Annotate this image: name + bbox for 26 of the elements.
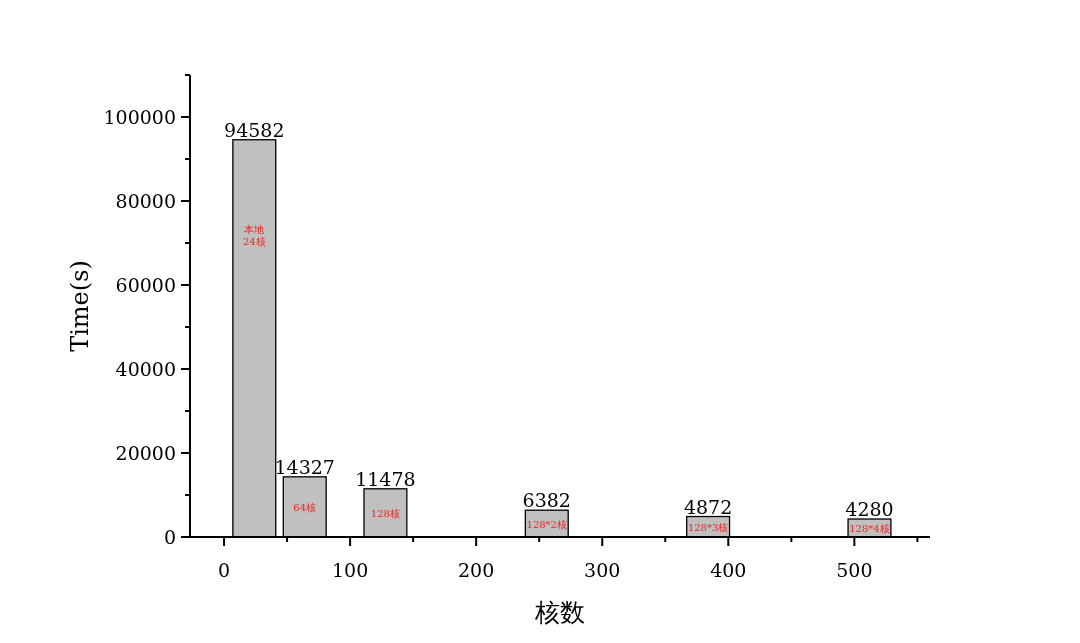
data-label: 4280	[845, 498, 894, 521]
data-label: 11478	[355, 467, 416, 490]
x-tick-label: 200	[458, 559, 495, 581]
annotation: 本地 24核	[242, 224, 266, 248]
x-tick-label: 400	[710, 559, 747, 581]
y-tick-label: 60000	[115, 274, 176, 296]
annotation: 128*2核	[526, 518, 567, 530]
y-tick-label: 80000	[115, 190, 176, 212]
annotation: 128*4核	[849, 523, 890, 535]
x-tick-label: 0	[217, 559, 231, 581]
annotation: 64核	[293, 501, 317, 513]
y-tick-label: 20000	[115, 442, 176, 464]
y-tick-label: 100000	[103, 106, 176, 128]
x-tick-label: 500	[836, 559, 873, 581]
y-tick-label: 40000	[115, 358, 176, 380]
annotation: 128核	[370, 507, 400, 519]
y-tick-label: 0	[163, 526, 176, 548]
x-tick-label: 100	[331, 559, 369, 581]
data-label: 94582	[224, 118, 285, 141]
data-label: 4872	[683, 495, 733, 518]
data-label: 6382	[522, 489, 571, 512]
x-axis-title: 核数	[534, 598, 585, 627]
data-label: 14327	[274, 455, 335, 478]
annotation: 128*3核	[687, 521, 729, 533]
y-axis-title: Time(s)	[66, 260, 94, 352]
x-tick-label: 300	[584, 559, 621, 581]
